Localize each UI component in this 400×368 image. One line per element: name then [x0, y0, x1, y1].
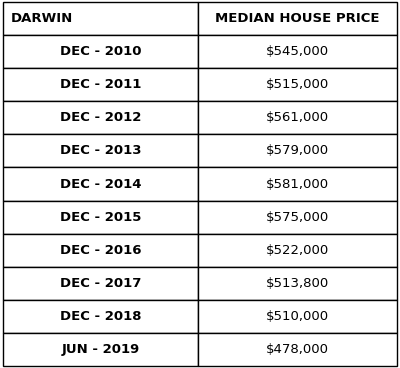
Bar — [3, 167, 198, 201]
Text: JUN - 2019: JUN - 2019 — [61, 343, 140, 356]
Text: $513,800: $513,800 — [266, 277, 329, 290]
Bar — [3, 134, 198, 167]
Bar — [3, 68, 198, 101]
Bar — [198, 134, 397, 167]
Text: DEC - 2012: DEC - 2012 — [60, 111, 141, 124]
Text: DEC - 2016: DEC - 2016 — [60, 244, 141, 257]
Bar — [198, 333, 397, 366]
Bar — [198, 101, 397, 134]
Bar — [198, 300, 397, 333]
Text: $545,000: $545,000 — [266, 45, 329, 58]
Bar — [3, 2, 198, 35]
Bar — [198, 201, 397, 234]
Text: DEC - 2013: DEC - 2013 — [60, 144, 141, 158]
Bar — [198, 167, 397, 201]
Bar — [3, 333, 198, 366]
Bar — [3, 101, 198, 134]
Text: DEC - 2011: DEC - 2011 — [60, 78, 141, 91]
Text: $575,000: $575,000 — [266, 210, 329, 224]
Text: $579,000: $579,000 — [266, 144, 329, 158]
Bar — [3, 300, 198, 333]
Bar — [198, 35, 397, 68]
Text: MEDIAN HOUSE PRICE: MEDIAN HOUSE PRICE — [215, 12, 380, 25]
Text: DEC - 2010: DEC - 2010 — [60, 45, 141, 58]
Bar — [3, 201, 198, 234]
Text: $515,000: $515,000 — [266, 78, 329, 91]
Text: $581,000: $581,000 — [266, 177, 329, 191]
Bar — [3, 267, 198, 300]
Text: DEC - 2017: DEC - 2017 — [60, 277, 141, 290]
Text: $510,000: $510,000 — [266, 310, 329, 323]
Text: DEC - 2014: DEC - 2014 — [60, 177, 141, 191]
Bar — [198, 234, 397, 267]
Bar — [198, 68, 397, 101]
Text: $478,000: $478,000 — [266, 343, 329, 356]
Bar — [198, 267, 397, 300]
Bar — [3, 234, 198, 267]
Text: DEC - 2015: DEC - 2015 — [60, 210, 141, 224]
Text: $561,000: $561,000 — [266, 111, 329, 124]
Bar — [3, 35, 198, 68]
Text: DEC - 2018: DEC - 2018 — [60, 310, 141, 323]
Text: $522,000: $522,000 — [266, 244, 329, 257]
Bar — [198, 2, 397, 35]
Text: DARWIN: DARWIN — [11, 12, 73, 25]
